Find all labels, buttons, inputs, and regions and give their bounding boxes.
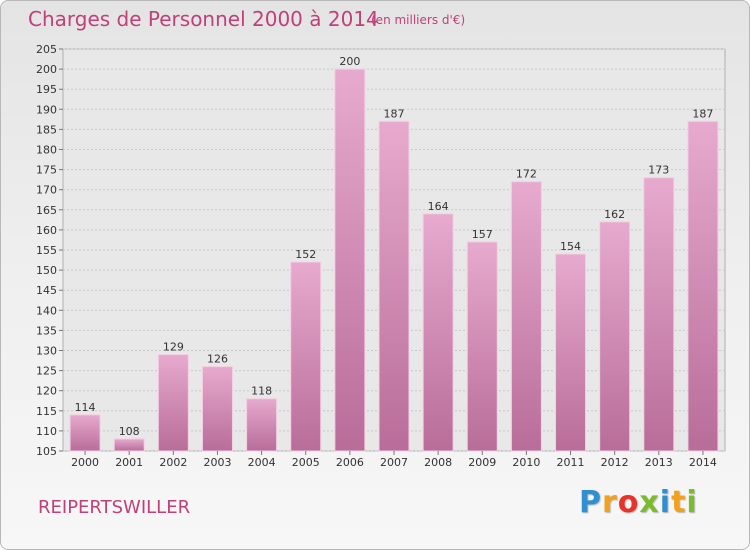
logo-letter: t <box>671 485 687 520</box>
data-label-2010: 172 <box>516 168 537 181</box>
data-label-2014: 187 <box>692 107 713 120</box>
logo-letter: o <box>617 485 640 520</box>
bar-2014 <box>687 120 719 452</box>
proxiti-logo[interactable]: Proxiti <box>579 485 698 520</box>
bar-series: 114 108 129 126 118 152 200 187 164 157 172 154 162 1… <box>69 55 719 452</box>
x-tick-label-2009: 2009 <box>468 456 496 469</box>
logo-letter: x <box>639 485 660 520</box>
bar-2010 <box>510 181 542 452</box>
x-tick-label-2001: 2001 <box>115 456 143 469</box>
data-label-2009: 157 <box>472 228 493 241</box>
y-axis: 105 110 115 120 125 130 135 140 145 150 155 160 165 1… <box>36 43 63 458</box>
bar-2003 <box>201 366 233 452</box>
x-tick-label-2014: 2014 <box>689 456 717 469</box>
y-tick-label: 125 <box>36 365 57 378</box>
town-name: REIPERTSWILLER <box>38 497 191 518</box>
logo-letter: i <box>686 485 698 520</box>
y-tick-label: 170 <box>36 184 57 197</box>
x-tick-label-2004: 2004 <box>248 456 276 469</box>
data-label-2007: 187 <box>384 107 405 120</box>
x-tick-label-2012: 2012 <box>601 456 629 469</box>
y-tick-label: 205 <box>36 43 57 56</box>
logo-letter: P <box>579 485 602 520</box>
y-tick-label: 195 <box>36 83 57 96</box>
bar-2002 <box>157 354 189 452</box>
y-tick-label: 135 <box>36 324 57 337</box>
y-tick-label: 165 <box>36 204 57 217</box>
data-label-2004: 118 <box>251 385 272 398</box>
y-tick-label: 145 <box>36 284 57 297</box>
y-tick-label: 190 <box>36 103 57 116</box>
chart-title: Charges de Personnel 2000 à 2014 <box>28 7 379 31</box>
bar-2001 <box>113 438 145 452</box>
bar-2007 <box>378 120 410 452</box>
y-tick-label: 150 <box>36 264 57 277</box>
x-tick-label-2000: 2000 <box>71 456 99 469</box>
x-tick-label-2006: 2006 <box>336 456 364 469</box>
y-tick-label: 120 <box>36 385 57 398</box>
x-tick-label-2013: 2013 <box>645 456 673 469</box>
data-label-2005: 152 <box>295 248 316 261</box>
bar-2000 <box>69 414 101 452</box>
y-tick-label: 160 <box>36 224 57 237</box>
bar-2011 <box>555 253 587 452</box>
y-tick-label: 200 <box>36 63 57 76</box>
bar-2008 <box>422 213 454 452</box>
x-tick-label-2003: 2003 <box>203 456 231 469</box>
data-label-2006: 200 <box>339 55 360 68</box>
y-tick-label: 105 <box>36 445 57 458</box>
y-tick-label: 110 <box>36 425 57 438</box>
y-tick-label: 115 <box>36 405 57 418</box>
data-label-2011: 154 <box>560 240 581 253</box>
x-tick-label-2008: 2008 <box>424 456 452 469</box>
logo-letter: r <box>602 485 618 520</box>
bar-2006 <box>334 68 366 452</box>
x-tick-label-2011: 2011 <box>557 456 585 469</box>
x-tick-label-2010: 2010 <box>512 456 540 469</box>
data-label-2001: 108 <box>119 425 140 438</box>
x-tick-label-2005: 2005 <box>292 456 320 469</box>
data-label-2002: 129 <box>163 341 184 354</box>
y-tick-label: 140 <box>36 304 57 317</box>
data-label-2012: 162 <box>604 208 625 221</box>
x-tick-label-2002: 2002 <box>159 456 187 469</box>
x-axis: 2000 2001 2002 2003 2004 2005 2006 2007 2008 2009… <box>71 451 717 469</box>
chart-subtitle: (en milliers d'€) <box>371 13 466 27</box>
bar-2009 <box>466 241 498 452</box>
y-tick-label: 130 <box>36 345 57 358</box>
data-label-2003: 126 <box>207 353 228 366</box>
data-label-2000: 114 <box>75 401 96 414</box>
data-label-2013: 173 <box>648 164 669 177</box>
y-tick-label: 185 <box>36 123 57 136</box>
bar-2013 <box>643 177 675 452</box>
bar-2012 <box>599 221 631 452</box>
x-tick-label-2007: 2007 <box>380 456 408 469</box>
y-tick-label: 155 <box>36 244 57 257</box>
data-label-2008: 164 <box>428 200 449 213</box>
bar-2005 <box>290 261 322 452</box>
y-tick-label: 175 <box>36 164 57 177</box>
logo-letter: i <box>659 485 672 520</box>
y-tick-label: 180 <box>36 144 57 157</box>
bar-2004 <box>246 398 278 452</box>
